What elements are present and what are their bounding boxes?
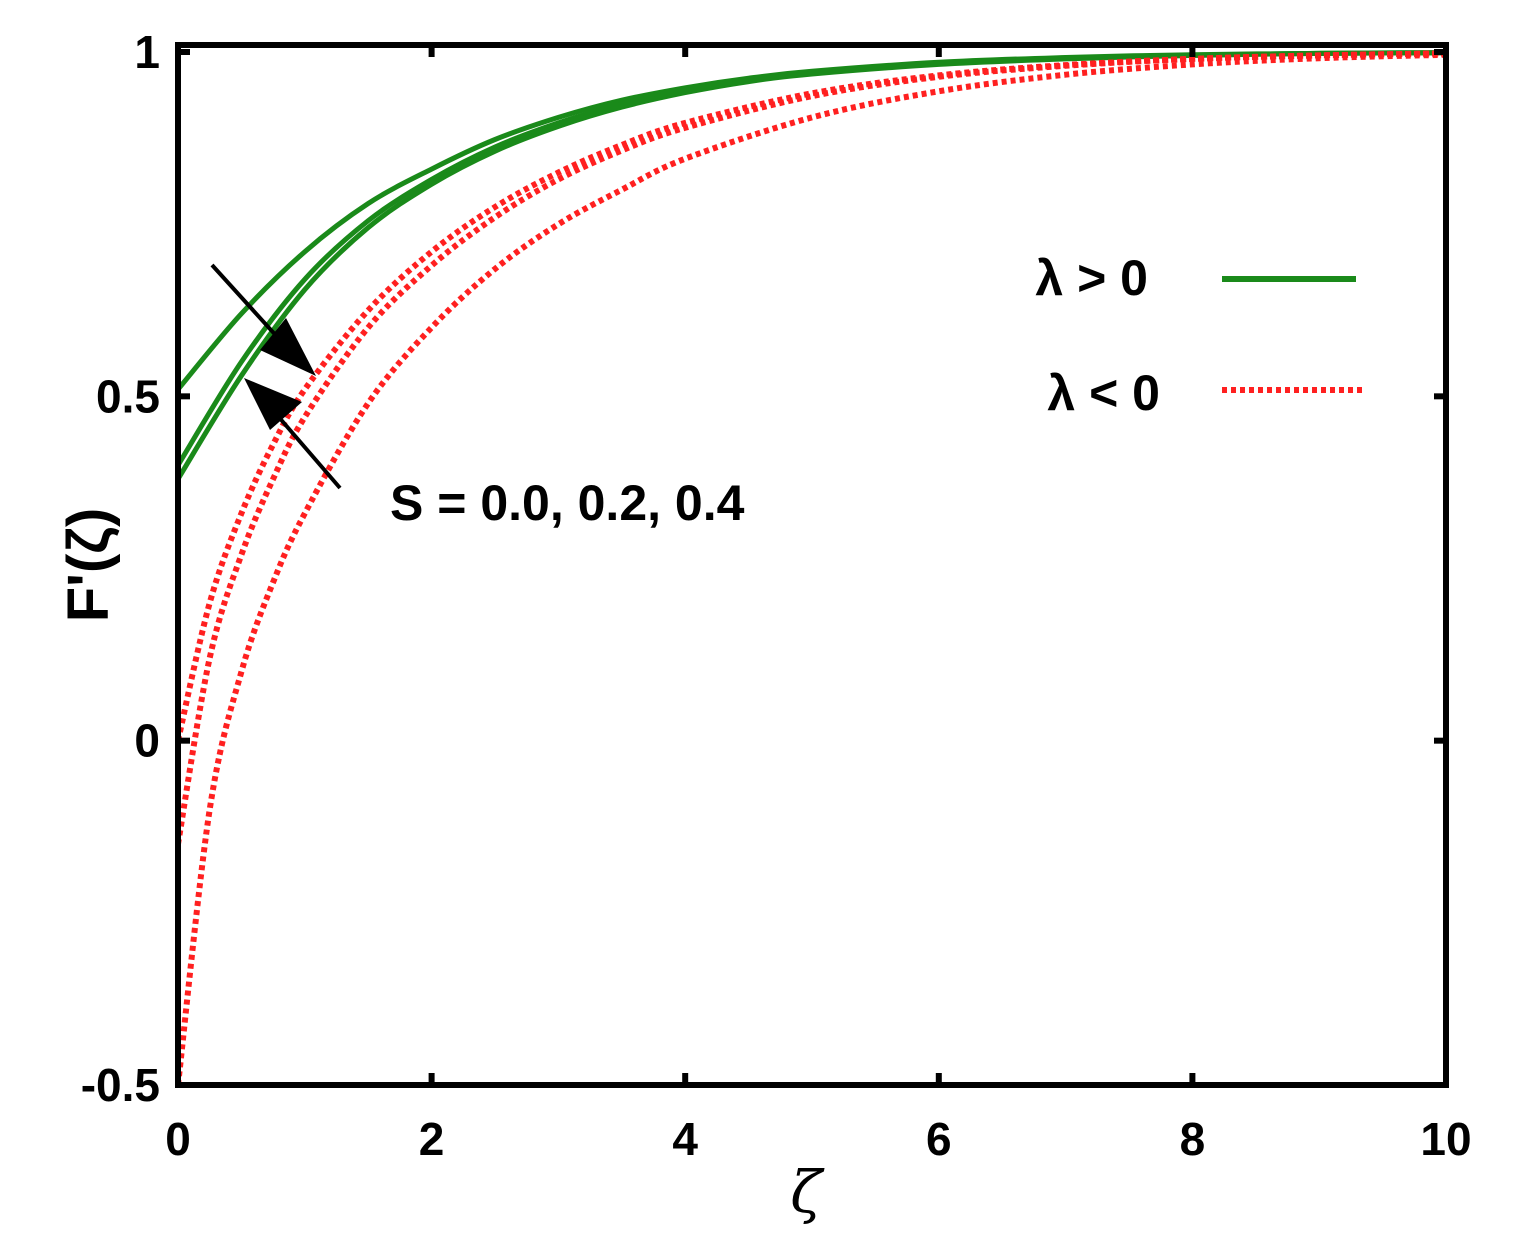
x-tick-labels: 0 2 4 6 8 10: [165, 1113, 1471, 1165]
x-tick-label: 2: [419, 1113, 445, 1165]
annotation-arrow-upper-head: [260, 318, 316, 376]
annotation: S = 0.0, 0.2, 0.4: [210, 263, 745, 531]
x-tick-label: 0: [165, 1113, 191, 1165]
annotation-label: S = 0.0, 0.2, 0.4: [390, 475, 745, 531]
series-line-2: [175, 50, 1447, 467]
series-line-6: [175, 51, 1447, 1086]
series-layer: [175, 50, 1447, 1086]
plot-frame: [175, 42, 1449, 1088]
ticks-layer: [175, 45, 1449, 1088]
y-tick-label: 0.5: [96, 370, 160, 422]
x-tick-label: 8: [1180, 1113, 1206, 1165]
y-tick-label: -0.5: [81, 1059, 160, 1111]
y-axis-label: F'(ζ): [56, 508, 121, 623]
x-axis-label: ζ: [790, 1158, 825, 1226]
legend-label-negative: λ < 0: [1047, 365, 1160, 421]
x-tick-label: 4: [672, 1113, 698, 1165]
y-tick-label: 1: [134, 26, 160, 78]
series-line-4: [175, 50, 1447, 742]
series-line-5: [175, 50, 1447, 845]
annotation-arrow-lower-head: [244, 378, 302, 430]
y-tick-label: 0: [134, 715, 160, 767]
y-tick-labels: -0.5 0 0.5 1: [81, 26, 160, 1111]
legend-label-positive: λ > 0: [1035, 250, 1148, 306]
x-tick-label: 6: [926, 1113, 952, 1165]
x-tick-label: 10: [1420, 1113, 1471, 1165]
series-line-3: [175, 50, 1447, 481]
legend: λ > 0 λ < 0: [1035, 250, 1362, 421]
